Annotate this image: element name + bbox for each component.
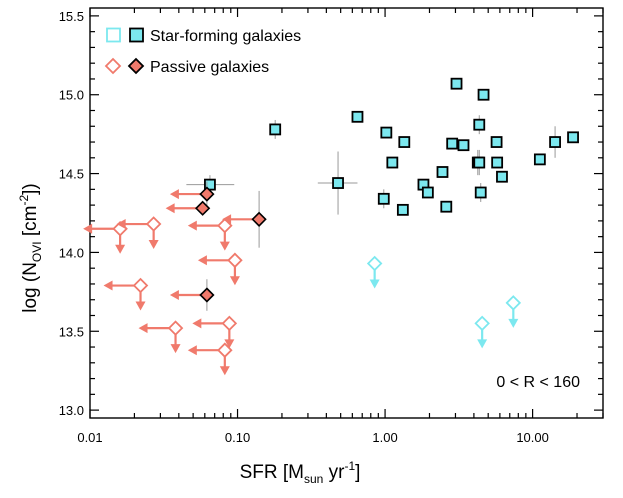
star-forming-point <box>477 88 490 101</box>
star-forming-point <box>269 123 282 136</box>
passive-limit-arrow-down-head <box>170 344 181 354</box>
passive-point <box>195 200 211 216</box>
x-tick-label: 0.01 <box>77 430 102 445</box>
passive-limit-arrow-left-head <box>83 223 93 234</box>
passive-limit-arrow-down-head <box>224 339 235 349</box>
legend-filled-square <box>129 27 144 43</box>
passive-limit-arrow-down-head <box>115 244 126 254</box>
star-forming-point <box>332 177 344 189</box>
passive-limit-arrow-left-head <box>187 220 197 231</box>
star-forming-point <box>457 139 470 152</box>
star-forming-limit-arrow-head <box>477 339 488 349</box>
passive-limit-arrow-left-head <box>187 345 197 356</box>
star-forming-point <box>386 156 399 169</box>
star-forming-point <box>491 156 504 169</box>
legend-label: Passive galaxies <box>150 59 269 76</box>
passive-limit-arrow-down-head <box>219 366 230 376</box>
star-forming-point <box>351 110 364 123</box>
legend-filled-diamond <box>127 57 145 75</box>
passive-limit-arrow-left-head <box>169 189 179 200</box>
star-forming-point <box>549 136 561 148</box>
x-axis-title-main: SFR [M <box>240 462 304 483</box>
star-forming-point <box>380 126 393 139</box>
star-forming-limit-arrow-head <box>369 279 380 289</box>
passive-limit-arrow-down-head <box>219 241 230 251</box>
star-forming-point <box>436 166 449 178</box>
y-axis-title-sub: OVI <box>30 241 44 262</box>
y-tick-label: 13.5 <box>59 324 84 339</box>
y-tick-label: 13.0 <box>59 403 84 418</box>
star-forming-point <box>473 156 486 169</box>
passive-point <box>251 211 267 227</box>
x-tick-label: 10.00 <box>516 430 549 445</box>
passive-limit-arrow-down-head <box>148 240 159 250</box>
passive-upper-limit <box>227 252 243 269</box>
passive-upper-limit <box>145 216 162 232</box>
passive-limit-arrow-left-head <box>197 255 207 266</box>
x-axis-title-unit: yr <box>323 462 345 483</box>
star-forming-point <box>496 170 508 183</box>
passive-limit-arrow-left-head <box>165 203 175 214</box>
passive-limit-arrow-left-head <box>103 280 113 291</box>
y-tick-label: 14.5 <box>59 167 84 182</box>
legend-label: Star-forming galaxies <box>150 28 301 45</box>
star-forming-point <box>396 203 409 216</box>
star-forming-point <box>474 186 487 199</box>
passive-limit-arrow-down-head <box>135 301 146 311</box>
passive-upper-limit <box>132 277 149 294</box>
y-axis-title-close: ]) <box>20 183 41 195</box>
passive-point <box>199 186 215 202</box>
star-forming-point <box>421 186 434 199</box>
star-forming-point <box>450 77 463 90</box>
legend-open-diamond <box>104 57 122 75</box>
star-forming-point <box>446 137 459 150</box>
y-axis-title-sup: -2 <box>17 195 31 206</box>
x-axis-title-close: ] <box>355 462 360 483</box>
star-forming-point <box>533 153 546 166</box>
star-forming-upper-limit <box>505 295 522 311</box>
x-axis-title-sup: -1 <box>344 459 355 473</box>
star-forming-upper-limit <box>366 255 383 272</box>
y-tick-label: 15.0 <box>59 88 84 103</box>
star-forming-point <box>377 192 390 205</box>
x-tick-label: 1.00 <box>372 430 397 445</box>
star-forming-limit-arrow-head <box>508 318 519 328</box>
legend-open-square <box>106 27 121 43</box>
star-forming-point <box>398 136 411 148</box>
data-marks <box>83 77 579 376</box>
plot-frame <box>89 7 604 419</box>
passive-limit-arrow-left-head <box>138 323 148 334</box>
passive-upper-limit <box>217 342 233 358</box>
passive-limit-arrow-down-head <box>229 276 240 286</box>
star-forming-point <box>490 136 503 148</box>
star-forming-point <box>440 200 453 213</box>
star-forming-point <box>567 131 579 144</box>
passive-upper-limit <box>221 315 238 332</box>
legend: Star-forming galaxies Passive galaxies <box>104 27 301 76</box>
x-axis-title: SFR [Msun yr-1] <box>240 459 361 486</box>
passive-limit-arrow-left-head <box>222 214 232 225</box>
passive-limit-arrow-left-head <box>169 290 179 300</box>
passive-point <box>199 287 215 303</box>
x-tick-label: 0.10 <box>225 430 250 445</box>
star-forming-point <box>473 118 486 131</box>
y-axis-title: log (NOVI [cm-2]) <box>17 183 44 313</box>
passive-upper-limit <box>167 320 184 336</box>
star-forming-upper-limit <box>474 315 490 332</box>
passive-limit-arrow-left-head <box>116 219 126 230</box>
y-tick-label: 14.0 <box>59 245 84 260</box>
y-axis-title-unit: [cm <box>20 206 41 242</box>
y-axis-title-main: log (N <box>20 262 41 313</box>
x-axis-title-sub: sun <box>304 472 323 486</box>
passive-limit-arrow-left-head <box>192 318 202 329</box>
axis-ticks: 0.01 0.10 1.00 10.00 13.0 13.5 14.0 14.5 15.0 15.… <box>59 8 604 445</box>
radius-annotation: 0 < R < 160 <box>496 374 580 391</box>
y-tick-label: 15.5 <box>59 9 84 24</box>
